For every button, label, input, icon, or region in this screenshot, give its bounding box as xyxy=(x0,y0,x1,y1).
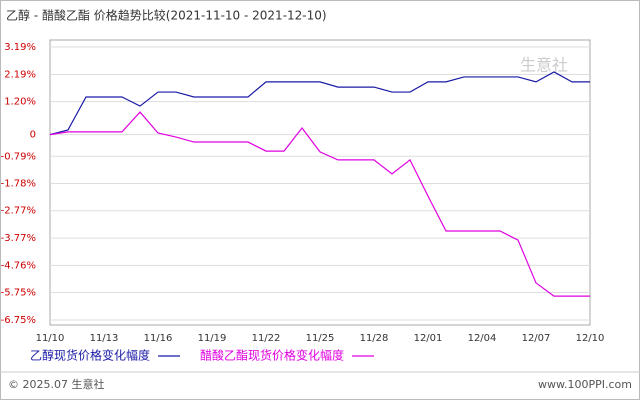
x-tick-label: 11/22 xyxy=(252,333,281,344)
x-tick-label: 11/19 xyxy=(198,333,227,344)
y-tick-label: -6.75% xyxy=(1,315,36,326)
y-tick-label: 1.20% xyxy=(4,97,36,108)
y-tick-label: -2.77% xyxy=(1,206,36,217)
footer-right: www.100PPI.com xyxy=(538,378,632,391)
x-tick-label: 12/01 xyxy=(414,333,443,344)
chart-title: 乙醇 - 醋酸乙酯 价格趋势比较(2021-11-10 - 2021-12-10… xyxy=(6,8,327,23)
y-tick-label: 3.19% xyxy=(4,42,36,53)
y-tick-label: -3.77% xyxy=(1,233,36,244)
legend-label: 醋酸乙酯现货价格变化幅度 xyxy=(200,348,344,363)
x-tick-label: 11/10 xyxy=(36,333,65,344)
x-tick-label: 12/10 xyxy=(576,333,605,344)
series-line xyxy=(49,71,590,136)
x-tick-label: 11/25 xyxy=(306,333,335,344)
x-tick-label: 12/04 xyxy=(468,333,497,344)
y-tick-label: -5.75% xyxy=(1,288,36,299)
y-tick-label: -4.76% xyxy=(1,260,36,271)
footer-left: © 2025.07 生意社 xyxy=(8,377,104,391)
x-tick-label: 12/07 xyxy=(522,333,551,344)
y-tick-label: -1.78% xyxy=(1,179,36,190)
x-tick-label: 11/16 xyxy=(144,333,173,344)
x-tick-label: 11/13 xyxy=(90,333,119,344)
x-tick-label: 11/28 xyxy=(360,333,389,344)
legend-label: 乙醇现货价格变化幅度 xyxy=(30,348,150,363)
watermark: 生意社 xyxy=(520,56,568,75)
y-tick-label: -0.79% xyxy=(1,151,36,162)
plot-area xyxy=(49,39,591,326)
y-tick-label: 2.19% xyxy=(4,69,36,80)
y-tick-label: 0 xyxy=(30,130,36,141)
series-line xyxy=(49,111,590,297)
